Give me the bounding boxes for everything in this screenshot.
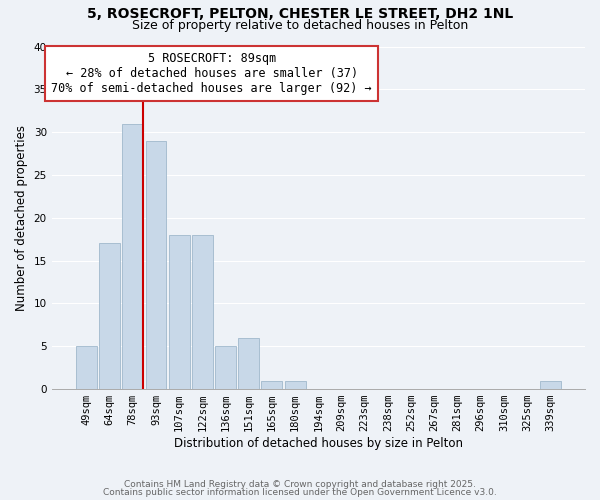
Bar (540, 380, 561, 389)
Bar (192, 235, 213, 389)
Bar (238, 338, 259, 389)
Bar (122, 124, 143, 389)
Bar (99, 244, 120, 389)
Bar (262, 380, 283, 389)
Bar (215, 346, 236, 389)
Text: 5 ROSECROFT: 89sqm
← 28% of detached houses are smaller (37)
70% of semi-detache: 5 ROSECROFT: 89sqm ← 28% of detached hou… (52, 52, 372, 94)
X-axis label: Distribution of detached houses by size in Pelton: Distribution of detached houses by size … (174, 437, 463, 450)
Bar (284, 380, 305, 389)
Bar (76, 346, 97, 389)
Text: Contains HM Land Registry data © Crown copyright and database right 2025.: Contains HM Land Registry data © Crown c… (124, 480, 476, 489)
Text: Size of property relative to detached houses in Pelton: Size of property relative to detached ho… (132, 18, 468, 32)
Y-axis label: Number of detached properties: Number of detached properties (15, 125, 28, 311)
Text: 5, ROSECROFT, PELTON, CHESTER LE STREET, DH2 1NL: 5, ROSECROFT, PELTON, CHESTER LE STREET,… (87, 8, 513, 22)
Text: Contains public sector information licensed under the Open Government Licence v3: Contains public sector information licen… (103, 488, 497, 497)
Bar (146, 140, 166, 389)
Bar (169, 235, 190, 389)
